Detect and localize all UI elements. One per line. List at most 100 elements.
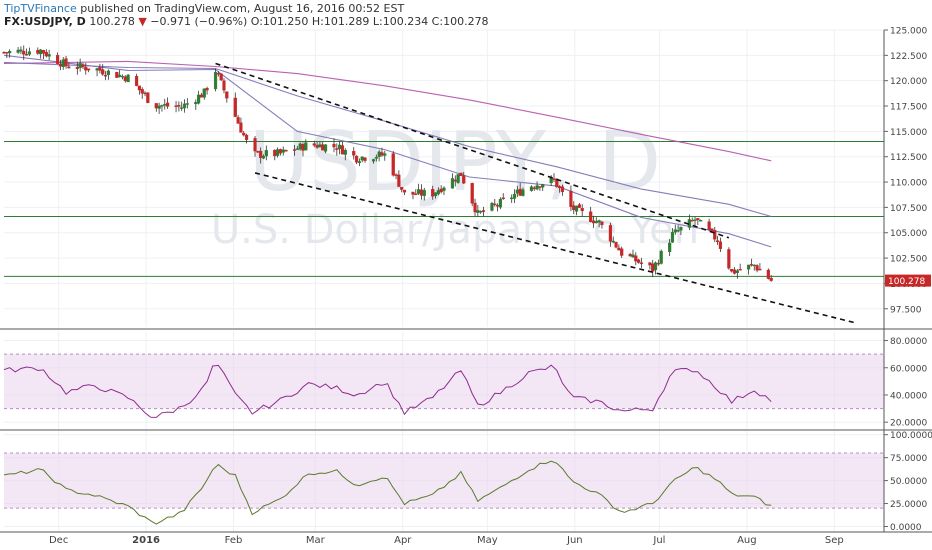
- candle-down: [5, 52, 9, 54]
- oscillator-lines: [3, 364, 772, 525]
- candle-down: [402, 189, 407, 193]
- candle-down: [225, 91, 229, 99]
- candle-down: [335, 148, 339, 150]
- rsi-band: [4, 354, 884, 409]
- candle-down: [391, 153, 395, 176]
- ma_mid-line: [3, 61, 772, 218]
- candle-up: [126, 74, 130, 83]
- candle-down: [715, 240, 720, 243]
- candle-down: [749, 264, 754, 266]
- candle-up: [541, 184, 545, 188]
- candle-down: [718, 241, 723, 249]
- candle-up: [594, 221, 598, 224]
- x-tick-label: May: [477, 535, 498, 546]
- candle-down: [64, 58, 68, 67]
- ma_short-line: [3, 54, 772, 248]
- price-axis[interactable]: 125.000 122.500 120.000 117.500 115.000 112.5…: [884, 27, 932, 533]
- moving-averages: [3, 54, 772, 248]
- published-line: published on TradingView.com, August 16,…: [80, 2, 405, 15]
- candle-down: [143, 92, 147, 95]
- candle-down: [560, 186, 565, 192]
- candle-down: [284, 149, 288, 152]
- candle-down: [301, 143, 305, 151]
- candle-down: [648, 262, 652, 266]
- candle-up: [476, 210, 480, 213]
- candle-up: [679, 226, 683, 231]
- candle-up: [529, 186, 534, 191]
- x-tick-label: 2016: [132, 535, 160, 546]
- candle-up: [515, 189, 519, 194]
- candle-down: [340, 145, 345, 155]
- candle-up: [194, 102, 198, 105]
- candle-down: [414, 193, 418, 196]
- candle-down: [589, 211, 593, 222]
- candle-down: [177, 104, 181, 107]
- candle-down: [470, 183, 474, 204]
- candle-down: [55, 55, 60, 64]
- candle-up: [323, 144, 328, 152]
- candle-down: [75, 66, 79, 69]
- publisher-name[interactable]: TipTVFinance: [4, 2, 77, 15]
- candle-down: [278, 149, 283, 154]
- candle-down: [140, 89, 144, 94]
- candle-down: [608, 225, 613, 242]
- candle-down: [137, 85, 141, 91]
- candle-down: [577, 204, 581, 208]
- candle-up: [450, 178, 455, 189]
- candle-down: [532, 187, 536, 189]
- candle-up: [490, 203, 494, 211]
- y-tick-label: 97.500: [890, 305, 922, 315]
- candle-down: [732, 269, 737, 274]
- symbol-watermark: USDJPY, D U.S. Dollar/Japanese Yen: [211, 115, 699, 253]
- x-tick-label: Mar: [306, 535, 326, 546]
- candle-down: [572, 205, 576, 211]
- candle-down: [253, 138, 257, 152]
- candle-up: [318, 144, 322, 148]
- candle-down: [87, 68, 91, 71]
- candle-down: [637, 259, 641, 263]
- candle-up: [16, 49, 20, 53]
- time-axis[interactable]: Dec 2016 Feb Mar Apr May Jun Jul Aug Sep: [49, 535, 844, 546]
- candle-down: [651, 263, 655, 272]
- symbol-label: FX:USDJPY, D: [4, 15, 86, 28]
- candle-up: [417, 189, 421, 194]
- candle-up: [670, 232, 675, 243]
- candle-down: [495, 205, 500, 207]
- candle-down: [400, 186, 404, 190]
- candle-up: [261, 156, 266, 159]
- candle-down: [363, 157, 367, 161]
- candle-down: [24, 54, 29, 56]
- candle-down: [2, 51, 6, 54]
- candle-down: [199, 94, 204, 98]
- candle-down: [154, 103, 158, 109]
- current-price: 100.278: [89, 15, 135, 28]
- candle-up: [47, 54, 51, 57]
- watermark-symbol: USDJPY, D: [249, 115, 661, 210]
- candle-up: [611, 240, 615, 243]
- candle-up: [512, 193, 517, 199]
- candle-up: [61, 59, 65, 67]
- candle-up: [304, 142, 308, 151]
- candle-down: [58, 63, 63, 67]
- candle-down: [397, 174, 401, 187]
- candle-down: [769, 277, 773, 281]
- candle-down: [738, 269, 742, 271]
- candle-down: [81, 64, 85, 68]
- candle-up: [377, 151, 381, 157]
- stoch-tick-label: 50.0000: [890, 477, 927, 487]
- candle-up: [357, 161, 361, 164]
- candle-up: [202, 88, 206, 98]
- candle-down: [617, 247, 621, 251]
- rsi-tick-label: 40.0000: [890, 391, 927, 401]
- y-tick-label: 120.000: [890, 77, 927, 87]
- candle-down: [493, 203, 497, 206]
- candle-down: [552, 178, 556, 180]
- change-arrow-icon: ▼: [138, 15, 147, 28]
- trendlines[interactable]: [215, 62, 856, 324]
- candle-up: [95, 68, 99, 71]
- candle-down: [236, 117, 240, 124]
- y-tick-label: 102.500: [890, 255, 927, 265]
- last-price-label: 100.278: [888, 277, 925, 287]
- y-tick-label: 112.500: [890, 153, 927, 163]
